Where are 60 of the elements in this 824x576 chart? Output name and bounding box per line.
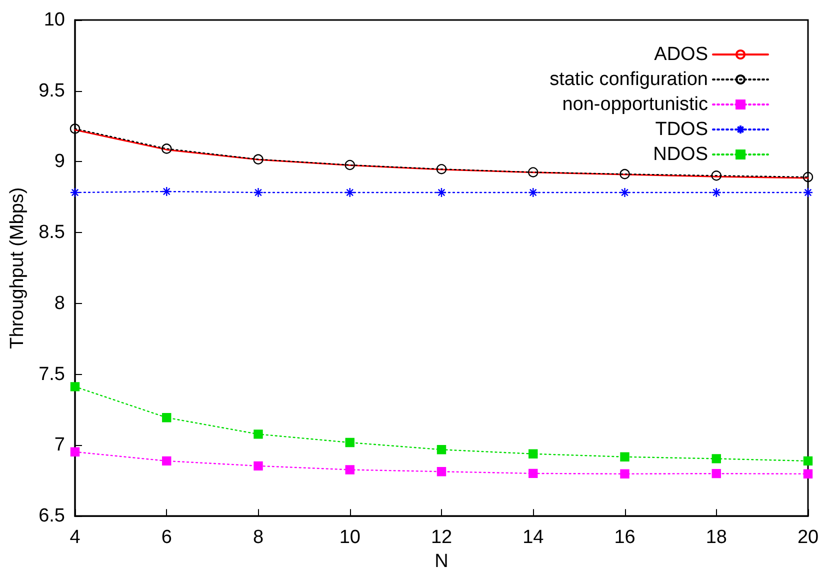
- point: [436, 445, 446, 454]
- y-tick-label: 8.5: [38, 222, 65, 244]
- point: [436, 187, 447, 198]
- point: [70, 382, 80, 392]
- point: [803, 469, 813, 478]
- x-tick-label: 12: [430, 527, 452, 548]
- point: [70, 447, 80, 456]
- point: [253, 187, 264, 198]
- point: [436, 164, 447, 174]
- x-tick-label: 10: [339, 527, 360, 548]
- point: [345, 438, 354, 448]
- point: [620, 168, 630, 180]
- point: [70, 124, 80, 134]
- point: [620, 452, 630, 462]
- legend-label: static configuration: [550, 69, 708, 90]
- y-tick-label: 9.5: [38, 80, 65, 102]
- point: [162, 456, 172, 466]
- point: [162, 144, 172, 154]
- point: [253, 154, 264, 164]
- point: [528, 167, 538, 178]
- point: [254, 430, 263, 439]
- x-tick-label: 18: [706, 527, 727, 548]
- y-axis-title: Throughput (Mbps): [7, 187, 28, 349]
- legend-label: NDOS: [653, 144, 708, 165]
- x-tick-label: 20: [797, 527, 819, 548]
- x-tick-label: 8: [252, 527, 264, 548]
- point: [802, 172, 814, 182]
- y-tick-label: 7.5: [38, 364, 65, 385]
- point: [620, 469, 630, 478]
- y-tick-label: 8: [54, 292, 65, 314]
- point: [712, 468, 721, 478]
- y-tick-label: 9: [54, 151, 65, 172]
- point: [620, 187, 630, 198]
- point: [711, 170, 722, 181]
- y-tick-label: 10: [44, 10, 65, 30]
- x-tick-label: 4: [70, 527, 81, 548]
- point: [345, 465, 354, 474]
- point: [162, 412, 172, 422]
- point: [712, 454, 721, 464]
- y-tick-label: 7: [54, 434, 65, 456]
- point: [528, 449, 538, 458]
- point: [802, 187, 814, 198]
- y-tick-label: 6.5: [38, 506, 65, 527]
- point: [70, 187, 80, 198]
- point: [344, 160, 355, 170]
- point: [436, 466, 446, 476]
- x-tick-label: 6: [161, 527, 172, 548]
- legend-label: non-opportunistic: [562, 94, 708, 115]
- x-tick-label: 16: [614, 527, 636, 548]
- x-tick-label: 14: [522, 527, 544, 548]
- point: [711, 187, 722, 198]
- point: [803, 456, 813, 466]
- legend-label: ADOS: [654, 44, 708, 65]
- point: [528, 187, 538, 198]
- point: [162, 186, 172, 197]
- point: [528, 468, 538, 478]
- x-axis-title: N: [434, 551, 448, 572]
- legend-label: TDOS: [655, 119, 708, 140]
- point: [344, 187, 355, 198]
- point: [254, 461, 263, 471]
